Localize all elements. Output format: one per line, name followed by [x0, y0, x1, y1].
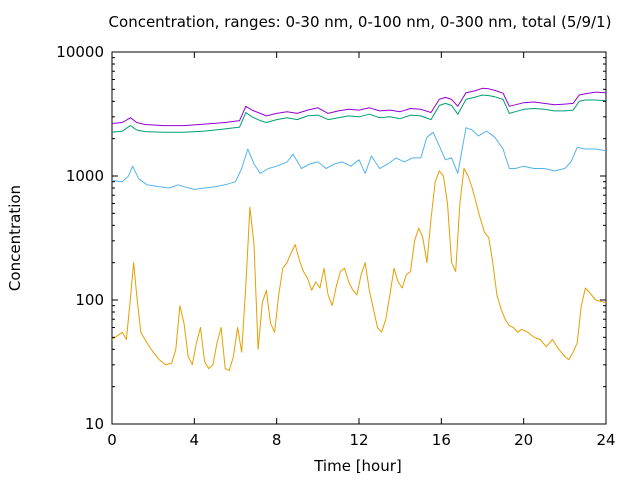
y-tick-label: 10000	[56, 43, 104, 61]
series-line-3	[111, 168, 607, 371]
x-tick-label: 24	[596, 431, 615, 449]
x-tick-label: 16	[432, 431, 451, 449]
series-line-2	[111, 127, 607, 190]
x-tick-label: 8	[272, 431, 282, 449]
series-layer	[111, 87, 607, 371]
y-tick-label: 100	[75, 291, 104, 309]
y-tick-label: 10	[85, 415, 104, 433]
tick-layer: 0 4 8 12 16 20 24 10 100 1000 10000	[56, 43, 615, 449]
x-tick-label: 4	[190, 431, 200, 449]
chart-title: Concentration, ranges: 0-30 nm, 0-100 nm…	[109, 13, 612, 31]
x-tick-label: 20	[514, 431, 533, 449]
x-axis-label: Time [hour]	[313, 457, 402, 475]
x-tick-label: 0	[107, 431, 117, 449]
series-line-0	[111, 87, 607, 127]
plot-frame	[111, 51, 607, 425]
y-axis-label: Concentration	[6, 185, 24, 291]
x-tick-label: 12	[349, 431, 368, 449]
series-line-1	[111, 94, 607, 133]
y-tick-label: 1000	[66, 167, 104, 185]
